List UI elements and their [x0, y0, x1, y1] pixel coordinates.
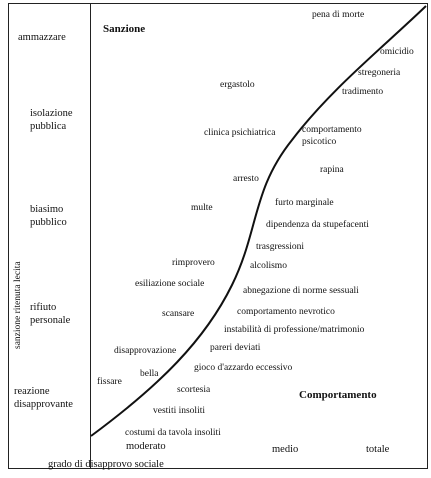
item-costumi-da-tavola: costumi da tavola insoliti [125, 428, 221, 438]
level-reazione-2: disapprovante [14, 399, 73, 410]
item-abnegazione: abnegazione di norme sessuali [243, 286, 359, 296]
level-ammazzare: ammazzare [18, 32, 66, 43]
item-furto-marginale: furto marginale [275, 198, 334, 208]
axis-divider [90, 3, 91, 469]
disapproval-moderato: moderato [126, 441, 166, 452]
level-isolazione: isolazione [30, 108, 73, 119]
level-isolazione-2: pubblica [30, 121, 67, 132]
item-gioco-azzardo: gioco d'azzardo eccessivo [194, 363, 293, 373]
item-rimprovero: rimprovero [172, 258, 215, 268]
sanction-heading: Sanzione [103, 23, 146, 35]
level-rifiuto: rifiuto [30, 302, 57, 313]
level-rifiuto-2: personale [30, 315, 71, 326]
sanction-curve [90, 5, 427, 437]
x-axis-title: grado di disapprovo sociale [48, 459, 164, 470]
item-pareri-deviati: pareri deviati [210, 343, 261, 353]
item-dipendenza: dipendenza da stupefacenti [266, 220, 369, 230]
y-axis-title: sanzione ritenuta lecita [13, 261, 23, 349]
item-comportamento-psicotico: comportamento [302, 125, 362, 135]
level-biasimo-2: pubblico [30, 217, 67, 228]
diagram-frame [8, 3, 428, 469]
item-comportamento-nevrotico: comportamento nevrotico [237, 307, 335, 317]
item-bella: bella [140, 369, 159, 379]
item-alcolismo: alcolismo [250, 261, 287, 271]
item-trasgressioni: trasgressioni [256, 242, 305, 252]
item-scortesia: scortesia [177, 385, 211, 395]
disapproval-medio: medio [272, 444, 299, 455]
level-biasimo: biasimo [30, 204, 64, 215]
level-reazione: reazione [14, 386, 50, 397]
item-omicidio: omicidio [380, 47, 414, 57]
item-vestiti-insoliti: vestiti insoliti [153, 406, 205, 416]
item-instabilita: instabilità di professione/matrimonio [224, 325, 365, 335]
item-tradimento: tradimento [342, 87, 384, 97]
item-comportamento-psicotico-2: psicotico [302, 137, 337, 147]
disapproval-totale: totale [366, 444, 390, 455]
item-rapina: rapina [320, 165, 344, 175]
item-arresto: arresto [233, 174, 259, 184]
behavior-heading: Comportamento [299, 389, 377, 401]
item-disapprovazione: disapprovazione [114, 346, 177, 356]
item-clinica-psichiatrica: clinica psichiatrica [204, 128, 276, 138]
item-pena-di-morte: pena di morte [312, 10, 365, 20]
item-multe: multe [191, 203, 213, 213]
item-fissare: fissare [97, 377, 122, 387]
item-esiliazione-sociale: esiliazione sociale [135, 279, 205, 289]
item-scansare: scansare [162, 309, 195, 319]
item-stregoneria: stregoneria [358, 68, 401, 78]
item-ergastolo: ergastolo [220, 80, 255, 90]
